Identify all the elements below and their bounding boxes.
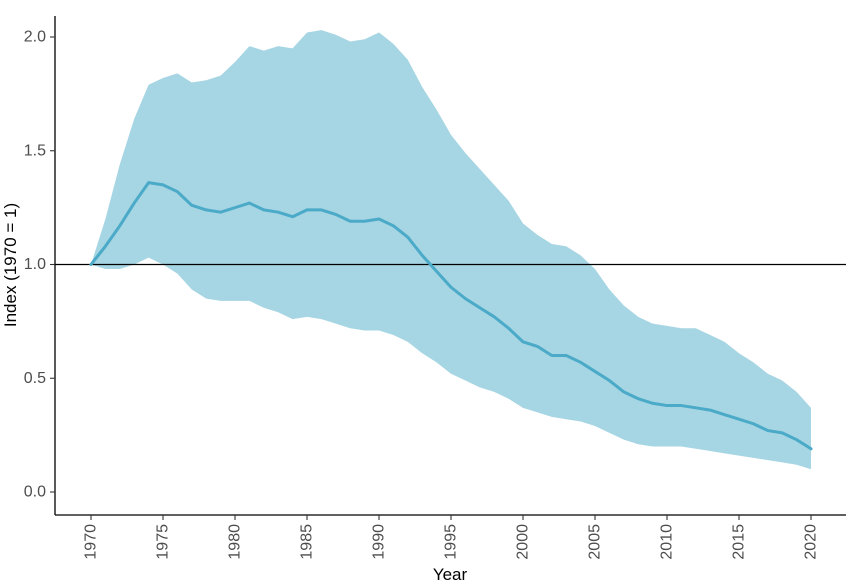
confidence-band [91, 30, 811, 470]
x-tick-label: 1980 [227, 524, 244, 560]
x-axis-title: Year [433, 565, 468, 584]
y-tick-label: 0.5 [24, 370, 46, 387]
y-axis-ticks: 0.0 0.5 1.0 1.5 2.0 [24, 29, 55, 501]
confidence-band-layer [91, 30, 811, 470]
x-tick-label: 2010 [659, 524, 676, 560]
x-tick-label: 1995 [443, 524, 460, 560]
x-tick-label: 1990 [371, 524, 388, 560]
y-axis-title: Index (1970 = 1) [1, 203, 20, 327]
x-tick-label: 1970 [83, 524, 100, 560]
x-tick-label: 2005 [587, 524, 604, 560]
x-axis-ticks: 1970 1975 1980 1985 1990 1995 2000 2005 2010 2015… [83, 515, 820, 560]
x-tick-label: 1975 [155, 524, 172, 560]
trend-line-layer [89, 181, 813, 451]
y-tick-label: 1.5 [24, 142, 46, 159]
x-tick-label: 2000 [515, 524, 532, 560]
y-tick-label: 0.0 [24, 484, 46, 501]
trend-line [89, 181, 813, 451]
x-tick-label: 1985 [299, 524, 316, 560]
y-tick-label: 2.0 [24, 29, 46, 46]
x-tick-label: 2020 [803, 524, 820, 560]
y-tick-label: 1.0 [24, 256, 46, 273]
x-tick-label: 2015 [731, 524, 748, 560]
